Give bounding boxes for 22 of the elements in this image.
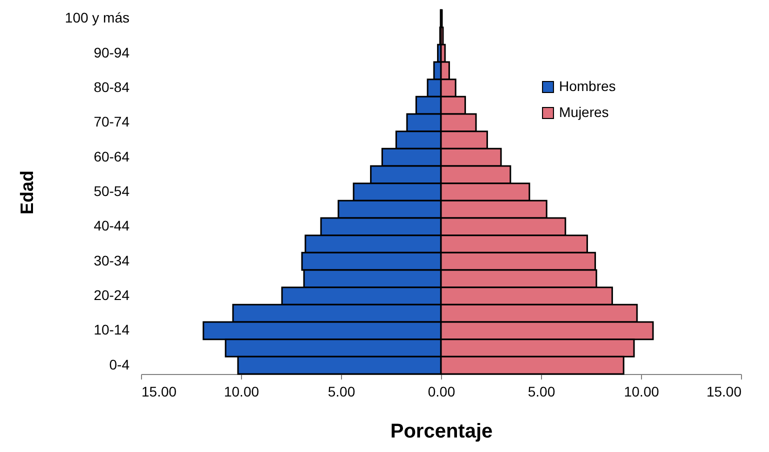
y-tick-label: 40-44 bbox=[94, 218, 130, 234]
legend-label: Mujeres bbox=[559, 104, 609, 120]
x-tick-label: 15.00 bbox=[142, 384, 177, 400]
y-tick-label: 20-24 bbox=[94, 287, 130, 303]
x-axis-title: Porcentaje bbox=[390, 420, 493, 442]
y-tick-label: 90-94 bbox=[94, 44, 130, 60]
y-axis-title: Edad bbox=[16, 170, 37, 215]
x-tick-label: 15.00 bbox=[706, 384, 742, 400]
y-tick-label: 10-14 bbox=[94, 322, 130, 338]
y-tick-label: 50-54 bbox=[94, 183, 130, 199]
y-tick-label: 0-4 bbox=[109, 356, 130, 372]
y-tick-label: 70-74 bbox=[94, 114, 130, 130]
x-tick-label: 0.00 bbox=[428, 384, 456, 400]
x-tick-label: 5.00 bbox=[328, 384, 356, 400]
x-tick-label: 5.00 bbox=[528, 384, 556, 400]
y-tick-label: 100 y más bbox=[64, 10, 130, 26]
y-tick-label: 60-64 bbox=[94, 148, 130, 164]
legend-label: Hombres bbox=[559, 78, 616, 94]
x-tick-label: 10.00 bbox=[224, 384, 260, 400]
x-tick-label: 10.00 bbox=[624, 384, 660, 400]
y-tick-label: 30-34 bbox=[94, 252, 130, 268]
y-tick-label: 80-84 bbox=[94, 79, 130, 95]
